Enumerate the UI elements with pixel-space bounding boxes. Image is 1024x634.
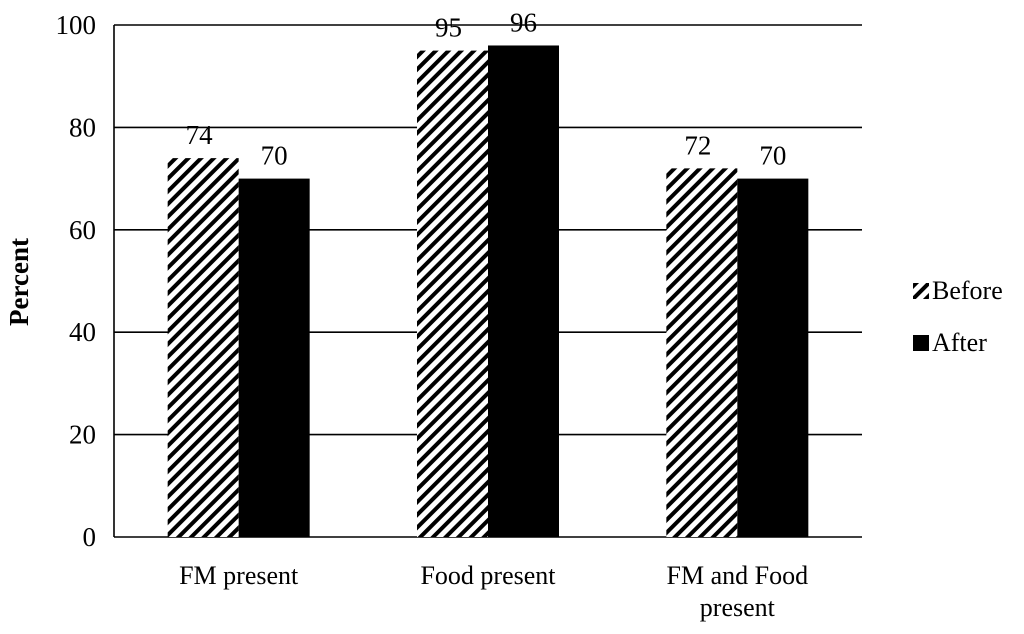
x-tick-label: FM and Food present bbox=[667, 561, 809, 622]
data-label: 74 bbox=[186, 120, 214, 150]
y-tick-label: 40 bbox=[69, 317, 96, 347]
y-tick-labels: 0 20 40 60 80 100 bbox=[56, 10, 97, 552]
data-label: 70 bbox=[261, 141, 288, 171]
y-axis-label: Percent bbox=[4, 238, 34, 326]
data-labels: 74 70 95 96 72 70 bbox=[186, 7, 787, 170]
data-label: 96 bbox=[510, 7, 537, 37]
data-label: 72 bbox=[684, 130, 711, 160]
x-tick-label: FM present bbox=[179, 561, 299, 590]
x-tick-label: Food present bbox=[420, 561, 556, 590]
bar-after-2 bbox=[737, 178, 809, 537]
bar-after-1 bbox=[488, 45, 559, 537]
y-tick-label: 20 bbox=[69, 420, 96, 450]
legend: Before After bbox=[913, 276, 1003, 357]
y-tick-label: 80 bbox=[69, 112, 96, 142]
y-tick-label: 60 bbox=[69, 215, 96, 245]
y-tick-label: 0 bbox=[83, 522, 97, 552]
bar-after-0 bbox=[238, 178, 310, 537]
legend-label-before: Before bbox=[932, 276, 1003, 305]
bar-before-1 bbox=[417, 50, 488, 537]
bar-before-0 bbox=[167, 158, 239, 537]
bar-before-2 bbox=[666, 168, 738, 538]
data-label: 95 bbox=[435, 13, 462, 43]
x-tick-labels: FM present Food present FM and Food present bbox=[179, 561, 808, 622]
y-tick-label: 100 bbox=[56, 10, 97, 40]
data-label: 70 bbox=[759, 141, 786, 171]
legend-swatch-after bbox=[913, 335, 929, 351]
bars bbox=[167, 45, 809, 538]
legend-swatch-before bbox=[913, 283, 929, 299]
legend-label-after: After bbox=[932, 328, 987, 357]
